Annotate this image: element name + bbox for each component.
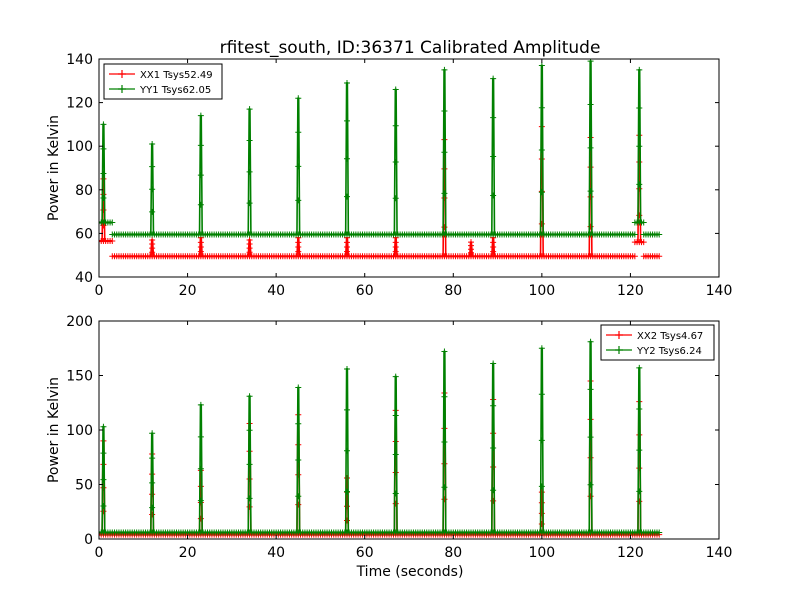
bottom-series-2-spike-markers (490, 360, 497, 494)
bottom-legend: XX2 Tsys4.67 YY2 Tsys6.24 (600, 324, 715, 361)
top-series-1-spike-markers (392, 234, 399, 255)
bottom-series-2-spike-markers (295, 384, 302, 500)
top-series-2-baseline-markers (631, 219, 647, 226)
bottom-legend-marker (615, 331, 623, 339)
bottom-chart-panel: 0 20 40 60 80 100 120 140 0 50 100 150 200 Power in K… (46, 314, 732, 580)
top-x-tick-label: 20 (179, 283, 197, 299)
bottom-x-tick-label: 0 (95, 545, 104, 561)
top-y-tick-label: 40 (75, 270, 93, 286)
bottom-x-axis-label: Time (seconds) (356, 564, 464, 580)
top-series-1-spike-markers (295, 234, 302, 255)
top-x-tick-label: 60 (356, 283, 374, 299)
top-y-tick-label: 120 (66, 96, 93, 112)
top-series-1-spike-markers (197, 234, 204, 255)
top-series-2-spike-markers (392, 86, 399, 202)
top-series-2-spike-markers (538, 62, 545, 196)
bottom-series-2-spike-markers (344, 365, 350, 495)
top-series-1-spike-markers (149, 236, 156, 256)
bottom-y-tick-label: 0 (84, 532, 93, 548)
top-series-2-spike-markers (441, 66, 448, 197)
top-series-2-spike-markers (295, 95, 302, 204)
bottom-series-2-spike-markers (392, 373, 399, 497)
top-series-2-spike-markers (100, 121, 107, 201)
top-legend-label: XX1 Tsys52.49 (140, 70, 213, 81)
top-x-tick-label: 100 (528, 283, 555, 299)
top-y-tick-label: 80 (75, 183, 93, 199)
bottom-series-2-spike-markers (197, 401, 204, 504)
top-series-1-spike-markers (344, 234, 350, 255)
bottom-series-2 (99, 338, 663, 536)
top-x-tick-label: 40 (267, 283, 285, 299)
top-legend-marker (118, 70, 126, 78)
top-x-tick-label: 120 (617, 283, 644, 299)
bottom-x-tick-label: 20 (179, 545, 197, 561)
bottom-x-tick-label: 140 (706, 545, 733, 561)
bottom-series-2-spike-markers (441, 348, 448, 491)
top-series-1-baseline-markers (99, 238, 116, 245)
top-series-1-spike-markers (587, 134, 594, 230)
top-series-1-spike-markers (246, 236, 253, 256)
chart-title: rfitest_south, ID:36371 Calibrated Ampli… (220, 38, 601, 58)
top-series-2-baseline-markers (640, 231, 663, 238)
bottom-y-tick-label: 200 (66, 314, 93, 330)
top-series-1-baseline-markers (631, 239, 647, 246)
top-x-tick-label: 0 (95, 283, 104, 299)
top-x-tick-label: 80 (444, 283, 462, 299)
bottom-series-2-spike-markers (587, 338, 594, 488)
bottom-series-2-spike-markers (246, 393, 253, 502)
bottom-series-2-spike-markers (149, 430, 156, 511)
top-series-1-spike-markers (490, 234, 497, 255)
bottom-legend-label: XX2 Tsys4.67 (637, 331, 703, 342)
top-series-2-baseline-markers (109, 231, 638, 238)
bottom-y-tick-label: 150 (66, 369, 93, 385)
top-series-2-spike-markers (490, 75, 497, 199)
top-plot-area (99, 59, 663, 260)
top-legend-label: YY1 Tsys62.05 (139, 85, 211, 96)
top-y-tick-label: 100 (66, 139, 93, 155)
bottom-legend-marker (615, 346, 623, 354)
bottom-plot-area (99, 338, 663, 538)
top-chart-panel: 0 20 40 60 80 100 120 140 40 60 80 100 120 140 Power i… (46, 52, 732, 299)
top-series-2-spike-markers (197, 112, 204, 208)
bottom-series-2-baseline-markers (99, 529, 663, 536)
bottom-series-1-spike-markers (538, 489, 545, 528)
bottom-legend-box (600, 324, 715, 361)
bottom-y-tick-label: 100 (66, 423, 93, 439)
top-series-2-baseline-markers (99, 219, 116, 226)
top-series-2-spike-markers (149, 141, 156, 215)
top-series-2-spike-markers (636, 66, 643, 188)
top-series-1-spike-markers (468, 239, 474, 256)
top-series-1-baseline-markers (640, 253, 663, 260)
bottom-x-tick-label: 120 (617, 545, 644, 561)
bottom-series-2-spike-markers (100, 423, 107, 510)
bottom-legend-label: YY2 Tsys6.24 (636, 346, 702, 357)
top-legend-box (103, 63, 223, 100)
bottom-x-tick-label: 80 (444, 545, 462, 561)
top-series-1-baseline-markers (109, 253, 638, 260)
bottom-series-2-spike-markers (636, 364, 643, 495)
top-legend-marker (118, 85, 126, 93)
bottom-y-axis-label: Power in Kelvin (46, 377, 62, 483)
top-legend: XX1 Tsys52.49 YY1 Tsys62.05 (103, 63, 223, 100)
bottom-series-2-spike-markers (538, 345, 545, 490)
bottom-x-tick-label: 60 (356, 545, 374, 561)
top-y-axis-label: Power in Kelvin (46, 115, 62, 221)
top-y-tick-label: 60 (75, 226, 93, 242)
top-series-2-spike-markers (344, 79, 350, 200)
top-series-2-spike-markers (587, 59, 594, 195)
bottom-x-tick-label: 40 (267, 545, 285, 561)
top-series-2-spike-markers (246, 106, 253, 207)
top-x-tick-label: 140 (706, 283, 733, 299)
top-y-tick-label: 140 (66, 52, 93, 68)
bottom-y-tick-label: 50 (75, 478, 93, 494)
top-series-2 (99, 59, 663, 238)
top-axes-frame (98, 58, 720, 278)
bottom-x-tick-label: 100 (528, 545, 555, 561)
